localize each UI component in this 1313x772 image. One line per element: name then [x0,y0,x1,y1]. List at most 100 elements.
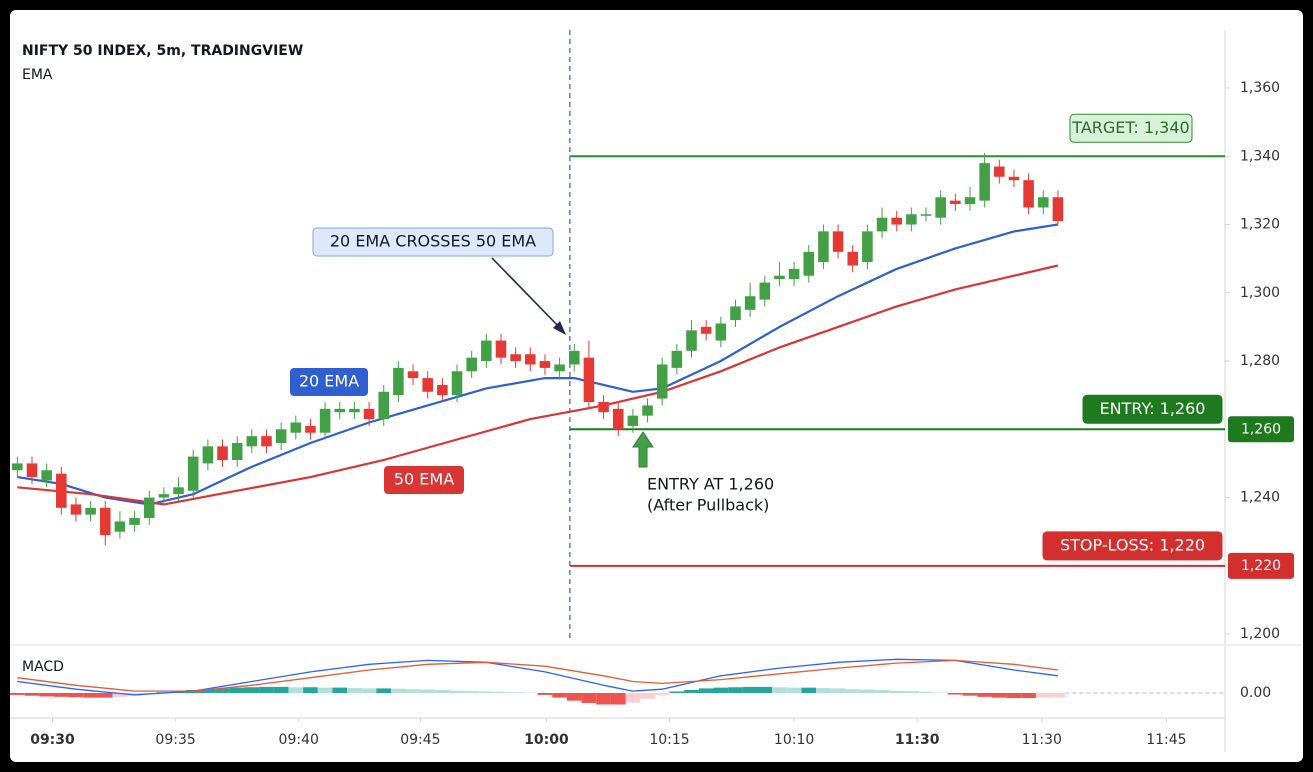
candle-body [935,197,946,218]
candle-body [891,217,902,225]
candle-body [1037,197,1049,208]
macd-histogram-bar [1021,693,1036,698]
candle-body [744,296,756,310]
candle-body [334,408,346,413]
macd-histogram-bar [39,693,54,697]
macd-histogram-bar [244,687,260,693]
candle-body [715,323,727,341]
series-tag: 20 EMA [299,372,359,391]
macd-histogram-bar [596,693,611,705]
macd-histogram-bar [376,688,392,693]
candle-body [568,350,580,365]
macd-histogram-bar [742,686,758,693]
macd-histogram-bar [947,693,963,695]
candle-body [41,470,52,481]
candle-body [510,354,521,362]
macd-histogram-bar [874,689,890,693]
candle-body [803,251,815,276]
macd-histogram-bar [449,690,465,693]
macd-histogram-bar [53,693,69,697]
candle-body [173,487,184,495]
candle-body [407,371,419,379]
candle-body [730,306,741,321]
level-label-box [1069,113,1193,143]
x-tick-label: 09:30 [30,732,75,748]
candle-body [114,521,126,532]
candle-body [275,429,287,443]
candle-body [642,405,653,416]
candle-body [598,402,609,413]
candle-body [349,408,360,413]
candle-body [305,425,316,433]
candle-body [1008,176,1020,181]
candle-body [700,326,712,334]
macd-histogram-bar [654,693,670,695]
candle-body [393,367,404,396]
macd-histogram-bar [10,693,25,695]
macd-histogram-bar [786,687,802,693]
candle-body [466,357,477,372]
candle-body [818,231,829,263]
macd-histogram-bar [684,689,699,693]
y-tick-label: 1,240 [1240,490,1280,506]
entry-arrow [632,431,654,468]
annotation: 20 EMA CROSSES 50 EMA [330,232,536,251]
candle-body [246,436,258,447]
macd-histogram-bar [801,687,817,693]
macd-histogram-bar [405,689,421,693]
macd-histogram-bar [581,693,597,703]
candle-body [481,340,492,362]
price-badge-label: 1,220 [1241,558,1281,574]
candle-body [158,494,170,498]
macd-histogram-bar [68,693,84,698]
macd-histogram-bar [361,688,377,693]
macd-histogram-bar [317,687,333,693]
price-badge-label: 1,260 [1241,421,1281,437]
macd-histogram-bar [464,691,479,693]
candle-body [832,231,844,252]
y-tick-label: 1,340 [1240,148,1280,164]
candle-body [12,463,23,471]
chart-title: NIFTY 50 INDEX, 5m, TRADINGVIEW [22,43,303,59]
candle-body [56,473,67,508]
candle-body [378,391,390,420]
candle-body [979,163,990,201]
macd-histogram-bar [860,689,875,693]
macd-histogram-bar [200,689,216,693]
candle-body [950,200,961,205]
candle-body [525,354,536,365]
candle-body [554,364,565,372]
x-tick-label: 11:30 [895,732,940,748]
candle-body [539,361,551,368]
macd-histogram-bar [1050,693,1066,698]
macd-histogram-bar [391,688,406,693]
macd-histogram-bar [24,693,40,696]
annotation: (After Pullback) [647,496,769,515]
macd-histogram-bar [698,688,714,693]
candle-body [994,166,1005,177]
candle-body [759,282,771,300]
candle-body [847,251,859,266]
macd-histogram-bar [610,693,626,705]
macd-histogram-bar [420,689,436,693]
macd-histogram-bar [552,693,567,698]
candle-body [231,442,243,461]
annotation-arrow [491,257,563,331]
macd-histogram-bar [991,693,1007,698]
macd-histogram-bar [537,693,553,695]
candle-body [583,357,595,403]
candle-body [143,497,155,519]
macd-histogram-bar [918,691,934,693]
candle-body [290,422,302,433]
candle-body [627,415,639,426]
macd-histogram-bar [112,693,128,697]
macd-histogram-bar [816,688,831,693]
candle-body [217,446,228,461]
macd-histogram-bar [640,693,655,699]
macd-histogram-bar [977,693,992,697]
macd-histogram-bar [508,692,523,693]
candle-body [876,217,888,232]
candle-body [319,408,331,433]
